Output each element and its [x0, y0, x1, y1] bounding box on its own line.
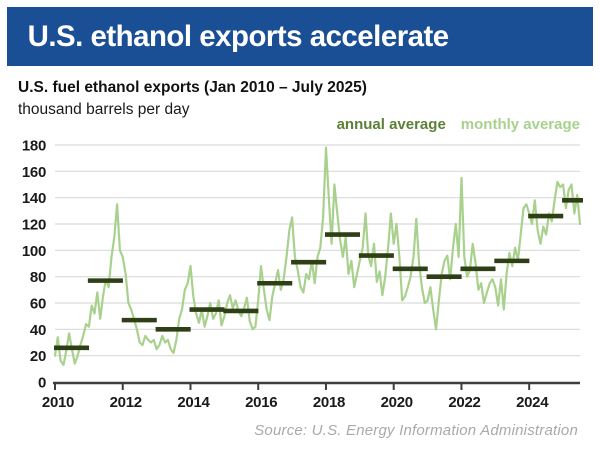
svg-text:140: 140 — [22, 190, 46, 207]
svg-text:120: 120 — [22, 217, 46, 234]
page-title: U.S. ethanol exports accelerate — [27, 19, 450, 53]
annual-average-bars — [54, 198, 583, 351]
monthly-average-line — [53, 146, 582, 366]
svg-text:80: 80 — [30, 269, 46, 286]
svg-text:60: 60 — [30, 296, 46, 313]
gridlines — [55, 144, 580, 357]
legend-monthly-average: monthly average — [460, 116, 580, 133]
chart-legend: annual average monthly average — [337, 116, 580, 133]
svg-text:2012: 2012 — [110, 394, 142, 411]
y-axis-labels: 0 20 40 60 80 100 120 140 160 180 — [22, 138, 46, 392]
svg-text:40: 40 — [30, 322, 46, 339]
svg-text:20: 20 — [30, 348, 46, 365]
svg-text:100: 100 — [22, 243, 46, 260]
chart-title: U.S. fuel ethanol exports (Jan 2010 – Ju… — [18, 79, 367, 96]
svg-text:180: 180 — [22, 138, 46, 155]
svg-text:2016: 2016 — [245, 394, 277, 411]
svg-text:2010: 2010 — [42, 394, 74, 411]
source-attribution: Source: U.S. Energy Information Administ… — [254, 422, 578, 439]
svg-text:160: 160 — [22, 164, 46, 181]
svg-text:0: 0 — [38, 375, 46, 392]
legend-annual-average: annual average — [336, 116, 446, 133]
svg-text:2020: 2020 — [381, 394, 413, 411]
svg-text:2024: 2024 — [516, 394, 549, 411]
svg-text:2014: 2014 — [177, 394, 210, 411]
x-axis: 2010 2012 2014 2016 2018 2020 2022 2024 — [42, 381, 580, 411]
svg-text:2018: 2018 — [313, 394, 345, 411]
svg-text:2022: 2022 — [448, 394, 480, 411]
chart-units-label: thousand barrels per day — [18, 101, 190, 118]
header-banner: U.S. ethanol exports accelerate — [7, 7, 593, 66]
